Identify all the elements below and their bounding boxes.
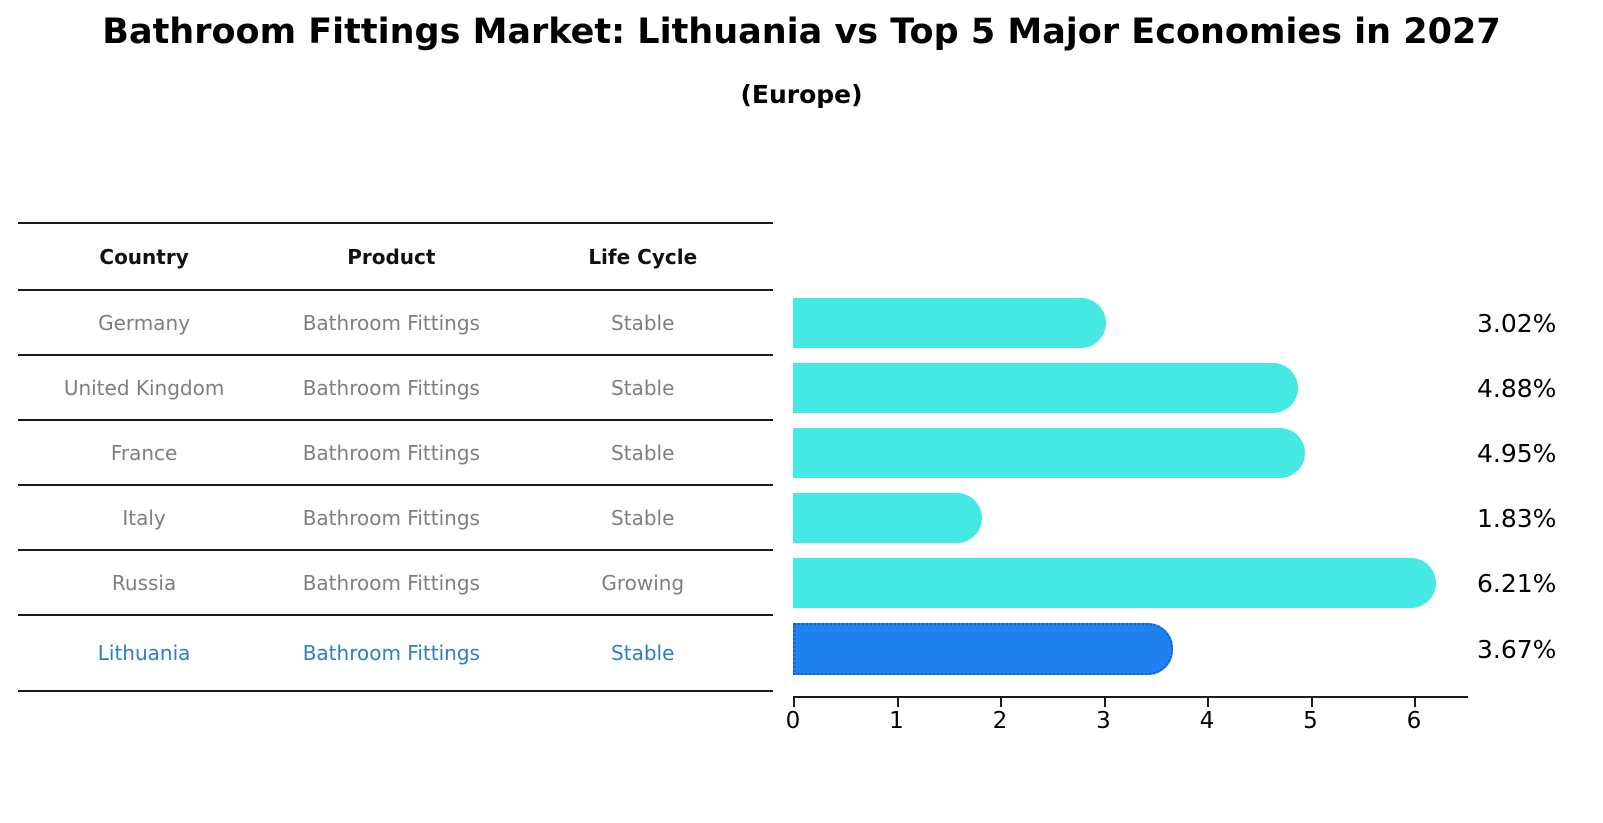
country-cell: Italy [122,505,166,530]
bar-united-kingdom [793,363,1298,413]
bar-germany [793,298,1106,348]
x-tick-mark [896,698,899,707]
product-cell: Bathroom Fittings [302,505,480,530]
x-tick-label: 5 [1303,708,1318,734]
life-cycle-cell: Stable [611,641,675,665]
value-label: 3.67% [1477,634,1557,664]
value-label: 6.21% [1477,568,1557,598]
table-row: Lithuania Bathroom Fittings Stable [18,616,773,692]
bar-russia [793,558,1436,608]
life-cycle-cell: Stable [611,375,675,400]
column-header-country: Country [99,244,189,269]
x-tick-label: 4 [1199,708,1215,734]
product-cell: Bathroom Fittings [302,641,480,665]
value-label: 4.95% [1477,438,1557,468]
chart-subtitle: (Europe) [740,80,863,109]
table-row: Germany Bathroom Fittings Stable [18,291,773,356]
column-header-product: Product [347,244,436,269]
life-cycle-cell: Stable [611,505,675,530]
x-tick-label: 6 [1406,708,1422,734]
table-body: Germany Bathroom Fittings Stable United Kin… [18,291,773,692]
x-tick-label: 2 [992,708,1008,734]
bar-france [793,428,1305,478]
product-cell: Bathroom Fittings [302,440,480,465]
life-cycle-cell: Stable [611,310,675,335]
product-cell: Bathroom Fittings [302,570,480,595]
bar-italy [793,493,982,543]
value-label: 1.83% [1477,503,1557,533]
table-row: United Kingdom Bathroom Fittings Stable [18,356,773,421]
country-cell: United Kingdom [63,375,225,400]
country-cell: Russia [111,570,177,595]
table-row: Italy Bathroom Fittings Stable [18,486,773,551]
country-cell: Germany [98,310,191,335]
table-row: France Bathroom Fittings Stable [18,421,773,486]
x-axis-line [793,696,1468,698]
product-cell: Bathroom Fittings [302,375,480,400]
x-tick-mark [1207,698,1209,707]
x-tick-mark [793,698,795,707]
x-tick-label: 1 [889,708,904,734]
life-cycle-cell: Growing [601,570,685,595]
x-tick-mark [1310,698,1313,707]
x-tick-mark [1103,698,1106,707]
product-cell: Bathroom Fittings [302,310,480,335]
table-row: Russia Bathroom Fittings Growing [18,551,773,616]
table-header-row: Country Product Life Cycle [18,224,773,291]
x-tick-mark [1414,698,1416,707]
value-label: 3.02% [1477,308,1557,338]
country-table: Country Product Life Cycle Germany Bathro… [18,222,773,692]
column-header-life-cycle: Life Cycle [588,244,698,269]
x-tick-label: 0 [785,708,801,734]
life-cycle-cell: Stable [611,440,675,465]
country-cell: Lithuania [97,641,191,665]
value-label: 4.88% [1477,373,1557,403]
x-tick-mark [1000,698,1002,707]
country-cell: France [110,440,178,465]
bar-lithuania [793,623,1173,675]
chart-title: Bathroom Fittings Market: Lithuania vs T… [102,12,1501,52]
x-tick-label: 3 [1096,708,1111,734]
